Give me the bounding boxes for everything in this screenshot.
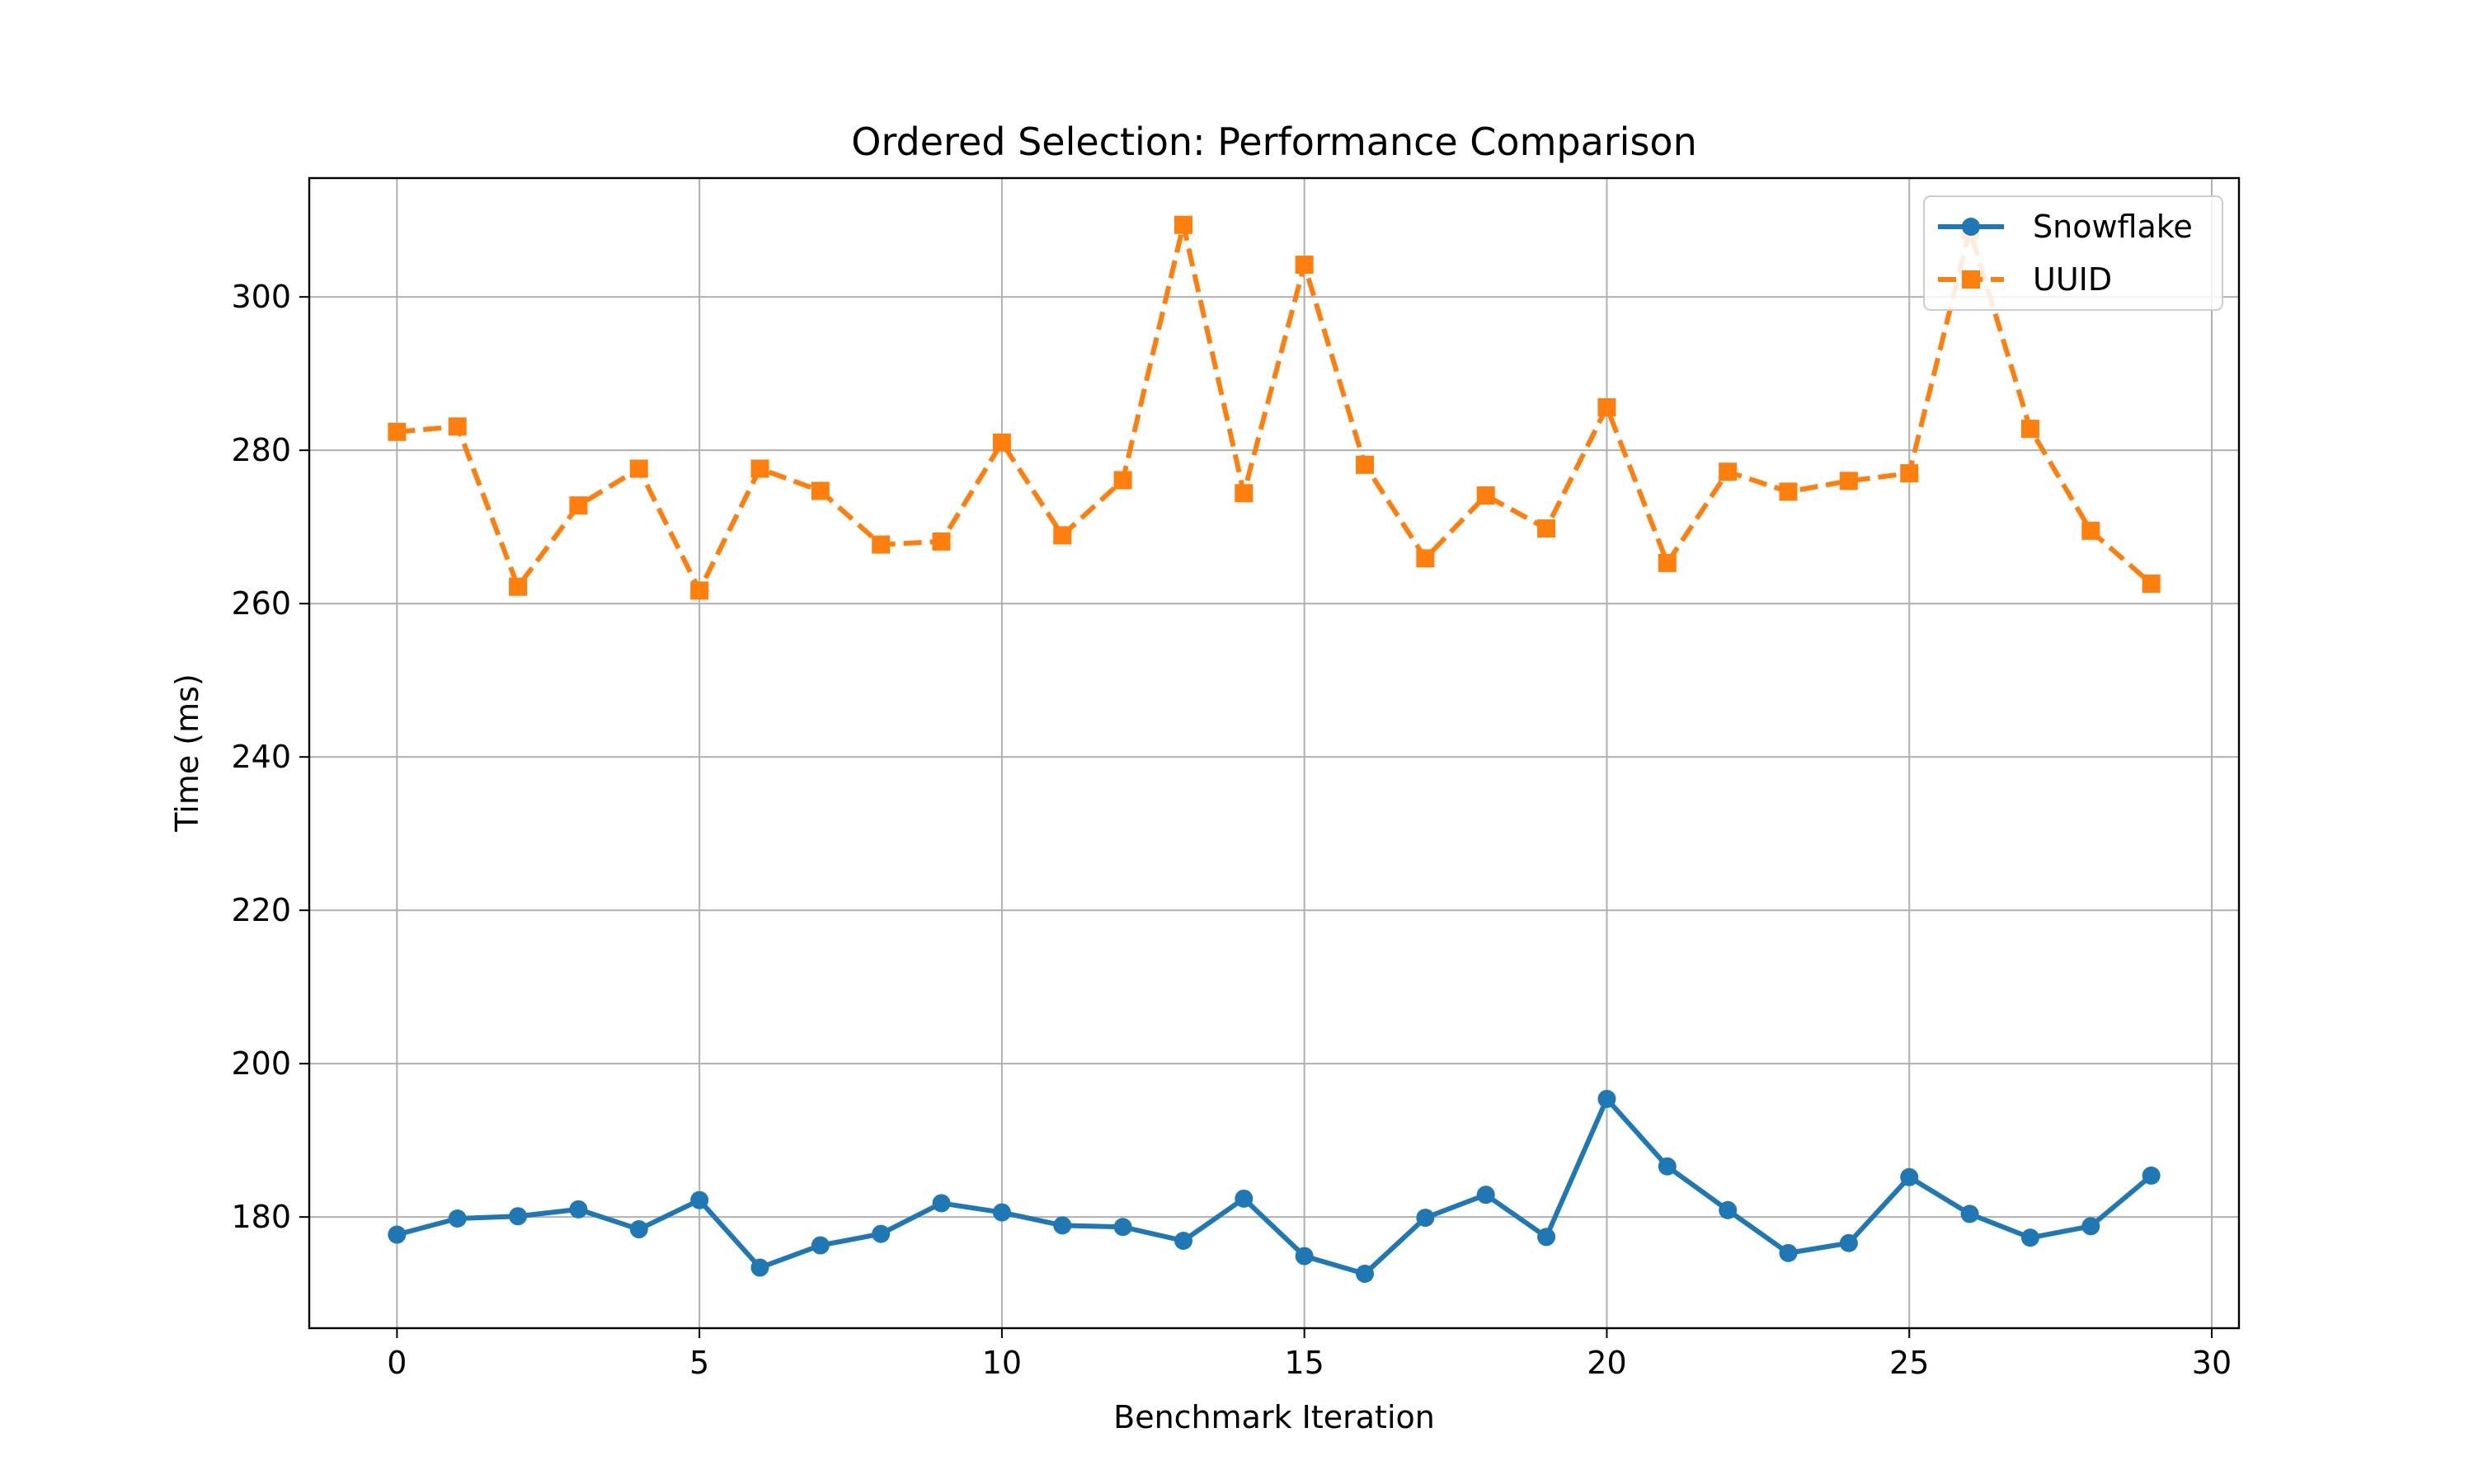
uuid-point	[2081, 521, 2100, 540]
snowflake-point	[690, 1190, 709, 1209]
y-tick-label: 280	[231, 432, 291, 468]
x-tick-label: 15	[1284, 1345, 1324, 1381]
snowflake-point	[1416, 1209, 1435, 1228]
uuid-line	[397, 222, 2153, 594]
uuid-point	[629, 459, 648, 478]
plot-frame	[308, 176, 2241, 1330]
snowflake-point	[1476, 1186, 1495, 1205]
x-tick-label: 0	[387, 1345, 407, 1381]
uuid-point	[1174, 215, 1192, 234]
uuid-point	[388, 422, 407, 441]
snowflake-point	[1960, 1205, 1979, 1223]
uuid-point	[811, 481, 830, 500]
snowflake-point	[1779, 1243, 1798, 1262]
x-tick-label: 25	[1889, 1345, 1929, 1381]
legend-marker	[1962, 218, 1980, 236]
legend-marker	[1962, 270, 1980, 289]
snowflake-point	[1235, 1189, 1253, 1208]
legend-item-uuid: UUID	[1938, 261, 2112, 298]
snowflake-point	[1174, 1231, 1192, 1250]
uuid-point	[569, 496, 588, 515]
series-layer	[388, 215, 2161, 1283]
uuid-point	[690, 581, 709, 600]
snowflake-point	[811, 1236, 830, 1255]
x-axis-label: Benchmark Iteration	[1113, 1399, 1435, 1435]
snowflake-point	[1537, 1228, 1556, 1247]
y-axis-label: Time (ms)	[169, 674, 205, 833]
snowflake-point	[2020, 1228, 2039, 1247]
legend: Snowflake UUID	[1923, 195, 2223, 311]
snowflake-point	[388, 1225, 407, 1244]
uuid-point	[1053, 526, 1072, 545]
uuid-point	[1779, 482, 1798, 501]
snowflake-point	[1719, 1200, 1738, 1219]
x-tick-label: 10	[982, 1345, 1022, 1381]
snowflake-point	[1356, 1264, 1375, 1283]
uuid-point	[2142, 574, 2161, 593]
snowflake-point	[1295, 1247, 1314, 1266]
y-tick-label: 220	[231, 892, 291, 928]
series-uuid	[388, 215, 2161, 600]
snowflake-point	[750, 1258, 769, 1277]
uuid-point	[872, 535, 891, 554]
snowflake-point	[569, 1200, 588, 1219]
uuid-point	[448, 417, 467, 436]
y-tick-label: 180	[231, 1199, 291, 1235]
y-tick-label: 200	[231, 1045, 291, 1082]
uuid-point	[1235, 484, 1253, 503]
snowflake-point	[1597, 1089, 1616, 1108]
uuid-point	[992, 433, 1011, 452]
snowflake-point	[2142, 1166, 2161, 1185]
axis-ticks: 0 5 10 15 20 25 30 180 200 220 240 260 280 300	[231, 279, 2232, 1381]
snowflake-line	[396, 1096, 2153, 1276]
snowflake-point	[1658, 1157, 1677, 1176]
snowflake-point	[1900, 1167, 1919, 1186]
uuid-point	[750, 459, 769, 478]
snowflake-point	[872, 1224, 891, 1243]
x-tick-label: 20	[1587, 1345, 1626, 1381]
uuid-point	[1597, 398, 1616, 417]
snowflake-point	[1113, 1218, 1132, 1237]
x-tick-label: 30	[2192, 1345, 2232, 1381]
snowflake-point	[932, 1194, 951, 1213]
grid-lines	[309, 178, 2239, 1328]
snowflake-point	[992, 1203, 1011, 1222]
uuid-point	[509, 577, 528, 596]
legend-label: Snowflake	[2033, 209, 2193, 245]
x-tick-label: 5	[689, 1345, 709, 1381]
uuid-point	[1476, 486, 1495, 505]
uuid-point	[1356, 455, 1375, 474]
uuid-point	[2020, 420, 2039, 439]
uuid-point	[1113, 471, 1132, 490]
y-tick-label: 240	[231, 739, 291, 775]
snowflake-point	[509, 1207, 528, 1226]
snowflake-point	[448, 1209, 467, 1228]
legend-item-snowflake: Snowflake	[1938, 209, 2193, 245]
chart-title: Ordered Selection: Performance Compariso…	[851, 120, 1696, 164]
uuid-point	[1537, 519, 1556, 538]
uuid-point	[1658, 553, 1677, 572]
uuid-point	[1719, 463, 1738, 481]
uuid-point	[1295, 256, 1314, 275]
y-tick-label: 260	[231, 585, 291, 622]
snowflake-point	[1053, 1216, 1072, 1235]
y-tick-label: 300	[231, 279, 291, 315]
series-snowflake	[388, 1089, 2161, 1283]
snowflake-point	[629, 1220, 648, 1239]
snowflake-point	[1839, 1233, 1858, 1252]
uuid-point	[1416, 549, 1435, 568]
uuid-point	[1839, 472, 1858, 491]
uuid-point	[1900, 464, 1919, 483]
snowflake-point	[2081, 1217, 2100, 1236]
legend-label: UUID	[2033, 261, 2112, 298]
uuid-point	[932, 532, 951, 551]
